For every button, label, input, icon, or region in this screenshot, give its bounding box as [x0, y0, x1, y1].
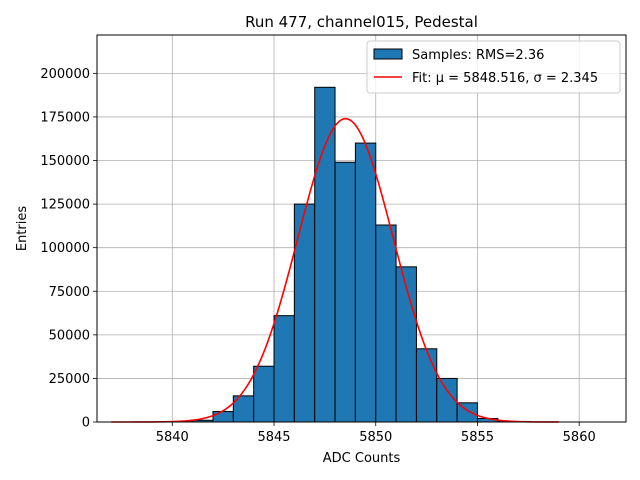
x-tick-label: 5840 — [156, 430, 189, 445]
histogram-bar — [354, 142, 377, 423]
y-tick-label: 75000 — [49, 285, 90, 300]
x-tick-label: 5845 — [257, 430, 290, 445]
y-tick-label: 25000 — [49, 372, 90, 387]
legend-swatch-histogram — [373, 48, 403, 60]
y-tick-label: 100000 — [40, 241, 90, 256]
histogram-bar — [253, 365, 275, 423]
histogram-bar — [415, 348, 438, 423]
histogram-bar — [375, 224, 397, 423]
legend-label-histogram: Samples: RMS=2.36 — [412, 48, 544, 63]
x-tick-label: 5860 — [563, 430, 596, 445]
legend-label-fit: Fit: μ = 5848.516, σ = 2.345 — [412, 71, 598, 86]
legend: Samples: RMS=2.36 Fit: μ = 5848.516, σ =… — [366, 40, 621, 94]
y-tick-label: 125000 — [40, 198, 90, 213]
y-tick-label: 175000 — [40, 110, 90, 125]
x-tick-label: 5850 — [359, 430, 392, 445]
histogram-bar — [314, 86, 336, 423]
fit-curve — [111, 117, 559, 423]
chart-title: Run 477, channel015, Pedestal — [245, 13, 478, 31]
x-tick-label: 5855 — [461, 430, 494, 445]
histogram-bar — [395, 266, 417, 423]
x-axis-label: ADC Counts — [323, 451, 401, 466]
plot-frame — [96, 34, 627, 423]
y-axis-ticks: 0 25000 50000 75000 100000 125000 150000 175000… — [40, 67, 97, 431]
legend-box — [366, 40, 621, 94]
histogram-bar — [273, 315, 295, 423]
y-tick-label: 200000 — [40, 67, 90, 82]
histogram-bar — [212, 411, 234, 423]
x-axis-ticks: 5840 5845 5850 5855 5860 — [156, 422, 596, 445]
y-tick-label: 50000 — [49, 328, 90, 343]
fit-curve-layer — [111, 117, 559, 423]
y-tick-label: 0 — [82, 416, 90, 431]
y-tick-label: 150000 — [40, 154, 90, 169]
histogram-bar — [334, 161, 356, 423]
y-axis-label: Entries — [15, 206, 30, 252]
